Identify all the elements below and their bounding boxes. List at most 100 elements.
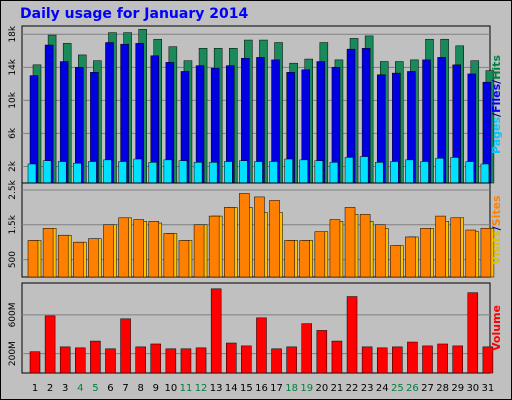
bar-sites <box>480 228 492 278</box>
x-tick-label: 9 <box>153 383 159 394</box>
x-tick-label: 20 <box>315 383 328 394</box>
x-tick-label: 30 <box>466 383 479 394</box>
bar-volume <box>29 351 41 374</box>
x-tick-label: 29 <box>451 383 464 394</box>
bar-sites <box>299 240 310 278</box>
panel-volume-ylabel: Volume <box>490 305 503 351</box>
bar-sites <box>57 234 69 278</box>
bar-volume <box>135 346 146 374</box>
bar-volume <box>226 342 237 374</box>
bar-volume <box>75 347 86 374</box>
bar-sites <box>269 200 280 278</box>
y-tick-label: 14k <box>8 58 18 75</box>
bar-volume <box>316 330 328 374</box>
x-tick-label: 28 <box>436 383 449 394</box>
bar-pages <box>450 157 459 184</box>
x-tick-label: 31 <box>482 383 495 394</box>
x-tick-label: 5 <box>92 383 98 394</box>
bar-volume <box>361 346 373 374</box>
bar-pages <box>88 161 97 184</box>
bar-volume <box>331 340 343 374</box>
x-tick-label: 3 <box>62 383 68 394</box>
bar-volume <box>180 348 192 374</box>
bar-pages <box>148 162 158 184</box>
bar-volume <box>407 341 418 374</box>
x-tick-label: 14 <box>225 383 238 394</box>
bar-volume <box>452 345 463 374</box>
x-tick-label: 15 <box>240 383 253 394</box>
bar-volume <box>150 343 162 374</box>
x-tick-label: 25 <box>391 383 404 394</box>
bar-sites <box>148 221 160 278</box>
bar-pages <box>314 160 324 184</box>
chart-title: Daily usage for January 2014 <box>20 6 249 22</box>
bar-pages <box>359 156 369 184</box>
x-tick-label: 11 <box>180 383 193 394</box>
x-tick-label: 10 <box>165 383 178 394</box>
bar-sites <box>344 207 356 278</box>
bar-volume <box>105 348 116 374</box>
bar-pages <box>344 157 354 184</box>
bar-sites <box>420 228 431 278</box>
bar-sites <box>42 228 54 278</box>
bar-pages <box>329 162 339 184</box>
bar-sites <box>374 224 386 278</box>
bar-sites <box>450 217 461 278</box>
bar-sites <box>314 231 326 278</box>
bar-pages <box>390 161 399 184</box>
x-tick-label: 4 <box>77 383 83 394</box>
bar-pages <box>374 162 384 184</box>
bar-volume <box>392 346 403 374</box>
bar-pages <box>299 159 308 184</box>
x-tick-label: 24 <box>376 383 389 394</box>
y-tick-label: 6k <box>8 127 18 139</box>
bar-volume <box>422 345 433 374</box>
bar-sites <box>73 241 84 278</box>
x-tick-label: 21 <box>331 383 344 394</box>
bar-volume <box>271 348 282 374</box>
bar-sites <box>27 240 39 278</box>
x-tick-label: 17 <box>270 383 283 394</box>
x-tick-label: 6 <box>107 383 113 394</box>
bar-pages <box>420 161 429 184</box>
y-tick-label: 500 <box>8 251 18 268</box>
x-tick-label: 16 <box>255 383 268 394</box>
bar-pages <box>208 162 218 184</box>
bar-volume <box>241 345 252 374</box>
y-tick-label: 600M <box>8 302 18 327</box>
panel-visits-sites-ylabel: Visits/Sites <box>490 195 503 265</box>
bar-pages <box>57 161 67 184</box>
x-tick-label: 7 <box>122 383 128 394</box>
bar-sites <box>435 215 446 278</box>
y-tick-label: 200M <box>8 341 18 366</box>
x-tick-label: 26 <box>406 383 419 394</box>
x-tick-label: 2 <box>47 383 53 394</box>
x-tick-label: 13 <box>210 383 223 394</box>
y-tick-label: 2k <box>8 160 18 172</box>
bar-pages <box>73 162 82 184</box>
bar-pages <box>224 161 233 184</box>
bar-volume <box>120 318 131 374</box>
bar-pages <box>269 161 278 184</box>
bar-pages <box>193 162 203 184</box>
bar-pages <box>133 158 142 184</box>
bar-volume <box>482 346 494 374</box>
bar-volume <box>437 343 448 374</box>
bar-volume <box>165 348 177 374</box>
x-tick-label: 1 <box>32 383 38 394</box>
bar-sites <box>224 207 235 278</box>
bar-volume <box>467 292 479 374</box>
bar-volume <box>286 346 297 374</box>
bar-volume <box>90 340 101 374</box>
y-tick-label: 2.5k <box>8 179 18 199</box>
bar-pages <box>435 157 444 184</box>
bar-volume <box>256 317 267 374</box>
bar-pages <box>239 160 248 184</box>
y-tick-label: 18k <box>8 25 18 42</box>
bar-volume <box>301 323 312 374</box>
x-tick-label: 12 <box>195 383 208 394</box>
bar-sites <box>103 224 114 278</box>
bar-pages <box>284 158 293 184</box>
bar-pages <box>178 160 188 184</box>
